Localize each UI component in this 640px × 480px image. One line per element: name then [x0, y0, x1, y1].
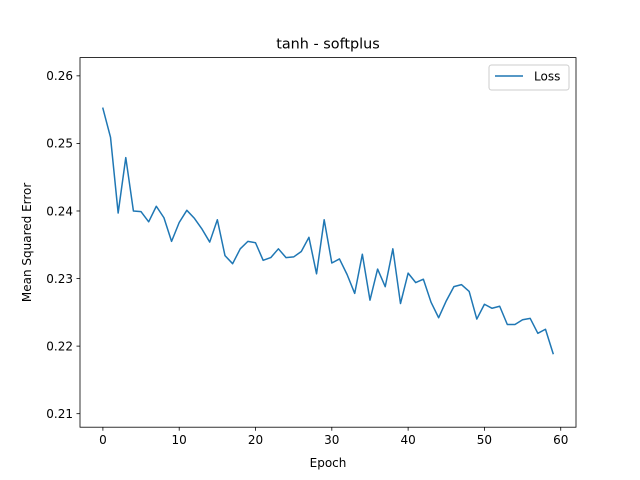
y-tick-label: 0.23 [46, 272, 73, 286]
chart-title: tanh - softplus [276, 37, 380, 53]
legend-label: Loss [534, 70, 560, 84]
x-tick-label: 10 [172, 433, 187, 447]
x-tick-label: 0 [99, 433, 107, 447]
x-tick-label: 60 [553, 433, 568, 447]
y-tick-label: 0.26 [46, 69, 73, 83]
y-tick-label: 0.22 [46, 339, 73, 353]
y-tick-label: 0.21 [46, 407, 73, 421]
x-axis-ticks: 0 10 20 30 40 50 60 [99, 427, 568, 447]
y-axis-ticks: 0.21 0.22 0.23 0.24 0.25 0.26 [46, 69, 80, 421]
y-tick-label: 0.25 [46, 137, 73, 151]
y-axis-label: Mean Squared Error [20, 183, 34, 303]
x-tick-label: 50 [477, 433, 492, 447]
x-tick-label: 40 [400, 433, 415, 447]
x-tick-label: 20 [248, 433, 263, 447]
legend: Loss [488, 64, 570, 91]
x-tick-label: 30 [324, 433, 339, 447]
loss-series-line [101, 107, 555, 355]
x-axis-label: Epoch [310, 456, 347, 470]
plot-frame [79, 57, 577, 428]
y-tick-label: 0.24 [46, 204, 73, 218]
legend-box [488, 64, 570, 91]
